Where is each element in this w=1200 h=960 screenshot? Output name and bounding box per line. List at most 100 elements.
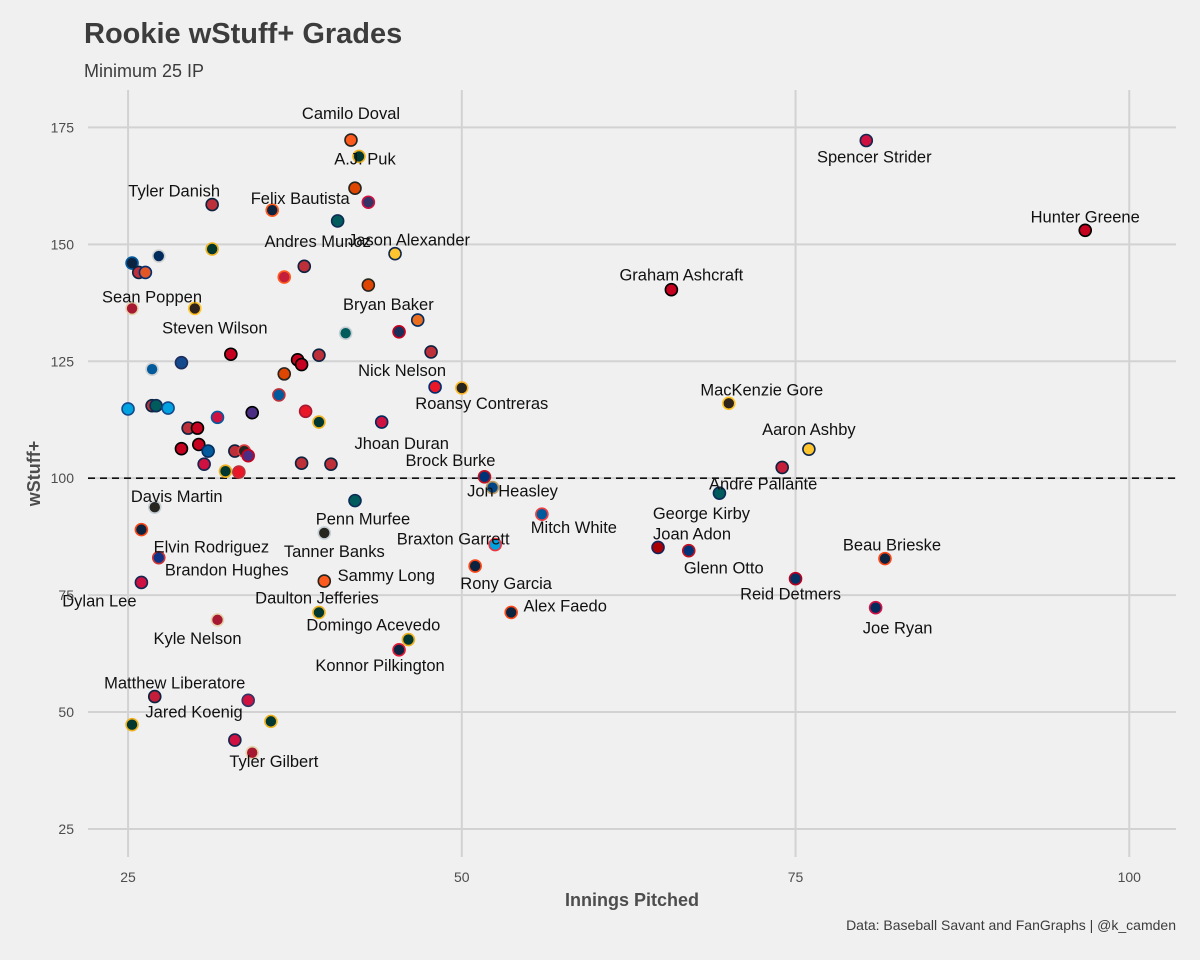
label-george-kirby: George Kirby: [653, 505, 751, 523]
point-unlabeled: [424, 345, 438, 359]
chart-subtitle: Minimum 25 IP: [84, 61, 205, 81]
point-unlabeled: [338, 326, 353, 340]
point-aaron-ashby: [802, 442, 816, 456]
x-tick-label: 100: [1118, 869, 1142, 885]
label-andre-pallante: Andre Pallante: [709, 475, 817, 493]
label-felix-bautista: Felix Bautista: [251, 190, 351, 208]
point-unlabeled: [121, 402, 135, 416]
chart-title: Rookie wStuff+ Grades: [84, 18, 403, 50]
label-camilo-doval: Camilo Doval: [302, 105, 400, 123]
label-mackenzie-gore: MacKenzie Gore: [700, 381, 823, 399]
y-tick-label: 100: [51, 470, 75, 486]
point-unlabeled: [392, 324, 406, 339]
label-braxton-garrett: Braxton Garrett: [397, 531, 510, 549]
point-matthew-liberatore: [147, 689, 162, 704]
point-labels: Camilo Doval A.J. Puk Tyler Danish Felix Ba…: [62, 105, 1140, 771]
point-unlabeled: [297, 259, 312, 274]
label-bryan-baker: Bryan Baker: [343, 296, 434, 314]
x-axis-label: Innings Pitched: [565, 890, 699, 910]
point-andres-munoz: [330, 214, 345, 228]
label-reid-detmers: Reid Detmers: [740, 586, 841, 604]
label-penn-murfee: Penn Murfee: [316, 511, 410, 529]
point-jon-heasley: [485, 480, 500, 495]
point-unlabeled: [149, 398, 163, 413]
point-unlabeled: [145, 362, 159, 377]
point-unlabeled: [277, 270, 292, 284]
point-daulton-jefferies: [312, 605, 326, 620]
label-joan-adon: Joan Adon: [653, 525, 731, 543]
label-konnor-pilkington: Konnor Pilkington: [315, 657, 444, 675]
point-kyle-nelson: [210, 613, 225, 627]
point-mackenzie-gore: [721, 396, 736, 411]
point-alex-faedo: [504, 605, 518, 620]
label-rony-garcia: Rony Garcia: [460, 575, 553, 593]
point-unlabeled: [294, 357, 309, 372]
label-jason-alexander: Jason Alexander: [348, 232, 471, 250]
y-axis-label: wStuff+: [24, 441, 44, 508]
point-mitch-white: [535, 507, 549, 521]
point-unlabeled: [241, 448, 255, 463]
point-felix-bautista: [265, 203, 280, 217]
point-andre-pallante: [775, 460, 789, 475]
label-brock-burke: Brock Burke: [406, 452, 496, 470]
point-glenn-otto: [681, 543, 696, 558]
y-tick-label: 125: [51, 353, 75, 369]
point-steven-wilson: [187, 301, 202, 316]
y-tick-label: 75: [58, 587, 74, 603]
point-unlabeled: [125, 256, 139, 270]
label-sean-poppen: Sean Poppen: [102, 288, 202, 306]
point-unlabeled: [224, 347, 238, 362]
point-davis-martin: [147, 500, 162, 514]
point-unlabeled: [192, 437, 206, 452]
label-domingo-acevedo: Domingo Acevedo: [306, 617, 440, 635]
point-unlabeled: [264, 714, 278, 729]
label-aaron-ashby: Aaron Ashby: [762, 421, 856, 439]
label-a-j-puk: A.J. Puk: [334, 150, 396, 168]
point-unlabeled: [298, 404, 313, 419]
point-unlabeled: [174, 355, 189, 370]
point-braxton-garrett: [488, 537, 502, 552]
data-points: [121, 133, 1093, 760]
point-sammy-long: [317, 574, 332, 588]
point-unlabeled: [277, 367, 292, 381]
point-unlabeled: [348, 181, 362, 196]
point-brock-burke: [477, 469, 492, 484]
point-unlabeled: [210, 410, 225, 425]
point-unlabeled: [190, 421, 205, 435]
label-kyle-nelson: Kyle Nelson: [153, 630, 241, 648]
point-unlabeled: [232, 465, 246, 479]
point-jared-koenig: [125, 717, 139, 732]
point-george-kirby: [712, 486, 727, 500]
label-jared-koenig: Jared Koenig: [145, 704, 242, 722]
label-tyler-gilbert: Tyler Gilbert: [229, 753, 318, 771]
label-alex-faedo: Alex Faedo: [523, 597, 606, 615]
point-joan-adon: [651, 540, 665, 555]
data-source-caption: Data: Baseball Savant and FanGraphs | @k…: [846, 917, 1176, 933]
y-tick-label: 50: [58, 704, 74, 720]
point-brandon-hughes: [151, 550, 166, 565]
label-dylan-lee: Dylan Lee: [62, 592, 136, 610]
point-dylan-lee: [134, 575, 149, 590]
label-nick-nelson: Nick Nelson: [358, 362, 446, 380]
label-tyler-danish: Tyler Danish: [128, 183, 220, 201]
point-spencer-strider: [859, 133, 874, 148]
point-jhoan-duran: [374, 415, 389, 429]
point-unlabeled: [245, 745, 260, 760]
point-joe-ryan: [868, 600, 883, 615]
point-tyler-gilbert: [228, 733, 242, 747]
point-rony-garcia: [468, 559, 482, 573]
point-unlabeled: [294, 456, 309, 471]
point-elvin-rodriguez: [134, 522, 149, 537]
label-davis-martin: Davis Martin: [131, 488, 223, 506]
label-tanner-banks: Tanner Banks: [284, 543, 385, 561]
label-brandon-hughes: Brandon Hughes: [165, 562, 289, 580]
point-unlabeled: [218, 464, 233, 478]
label-matthew-liberatore: Matthew Liberatore: [104, 675, 245, 693]
point-unlabeled: [410, 313, 425, 327]
label-sammy-long: Sammy Long: [338, 567, 435, 585]
label-hunter-greene: Hunter Greene: [1031, 208, 1140, 226]
label-jon-heasley: Jon Heasley: [467, 483, 559, 501]
point-tyler-danish: [205, 197, 219, 212]
point-unlabeled: [361, 195, 376, 210]
